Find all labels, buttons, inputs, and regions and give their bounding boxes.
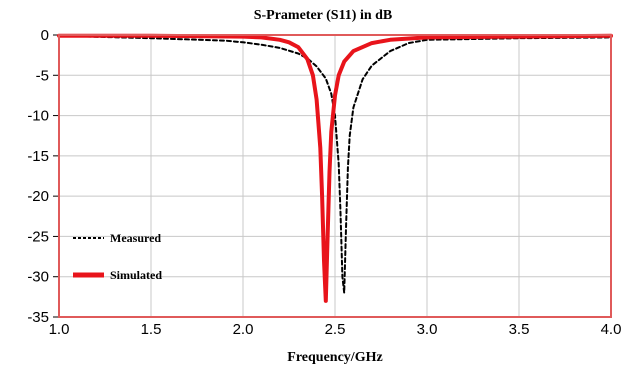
- legend: Measured Simulated: [73, 231, 162, 282]
- chart-title: S-Prameter (S11) in dB: [254, 8, 393, 23]
- x-tick-label: 1.0: [49, 321, 70, 338]
- legend-label-simulated: Simulated: [110, 268, 162, 282]
- y-tick-label: -30: [27, 269, 49, 286]
- tick-labels: 1.0 1.5 2.0 2.5 3.0 3.5 4.0 0 -5 -10 -15 -20 -25 -30 -…: [27, 27, 621, 338]
- x-tick-label: 1.5: [141, 321, 162, 338]
- series-line-simulated: [57, 33, 613, 303]
- y-tick-label: -15: [27, 148, 49, 165]
- plot-frame: [58, 34, 612, 318]
- series-layer: [57, 33, 613, 303]
- x-tick-label: 2.5: [325, 321, 346, 338]
- y-tick-label: -25: [27, 228, 49, 245]
- x-tick-label: 3.5: [509, 321, 530, 338]
- x-tick-label: 4.0: [601, 321, 622, 338]
- y-tick-label: -35: [27, 309, 49, 326]
- series-line-measured: [58, 34, 612, 294]
- x-tick-label: 3.0: [417, 321, 438, 338]
- legend-label-measured: Measured: [110, 231, 161, 245]
- x-axis-label: Frequency/GHz: [287, 350, 382, 365]
- y-tick-label: -20: [27, 188, 49, 205]
- y-tick-label: -10: [27, 108, 49, 125]
- y-tick-label: -5: [36, 67, 49, 84]
- y-tick-label: 0: [41, 27, 49, 44]
- x-tick-label: 2.0: [233, 321, 254, 338]
